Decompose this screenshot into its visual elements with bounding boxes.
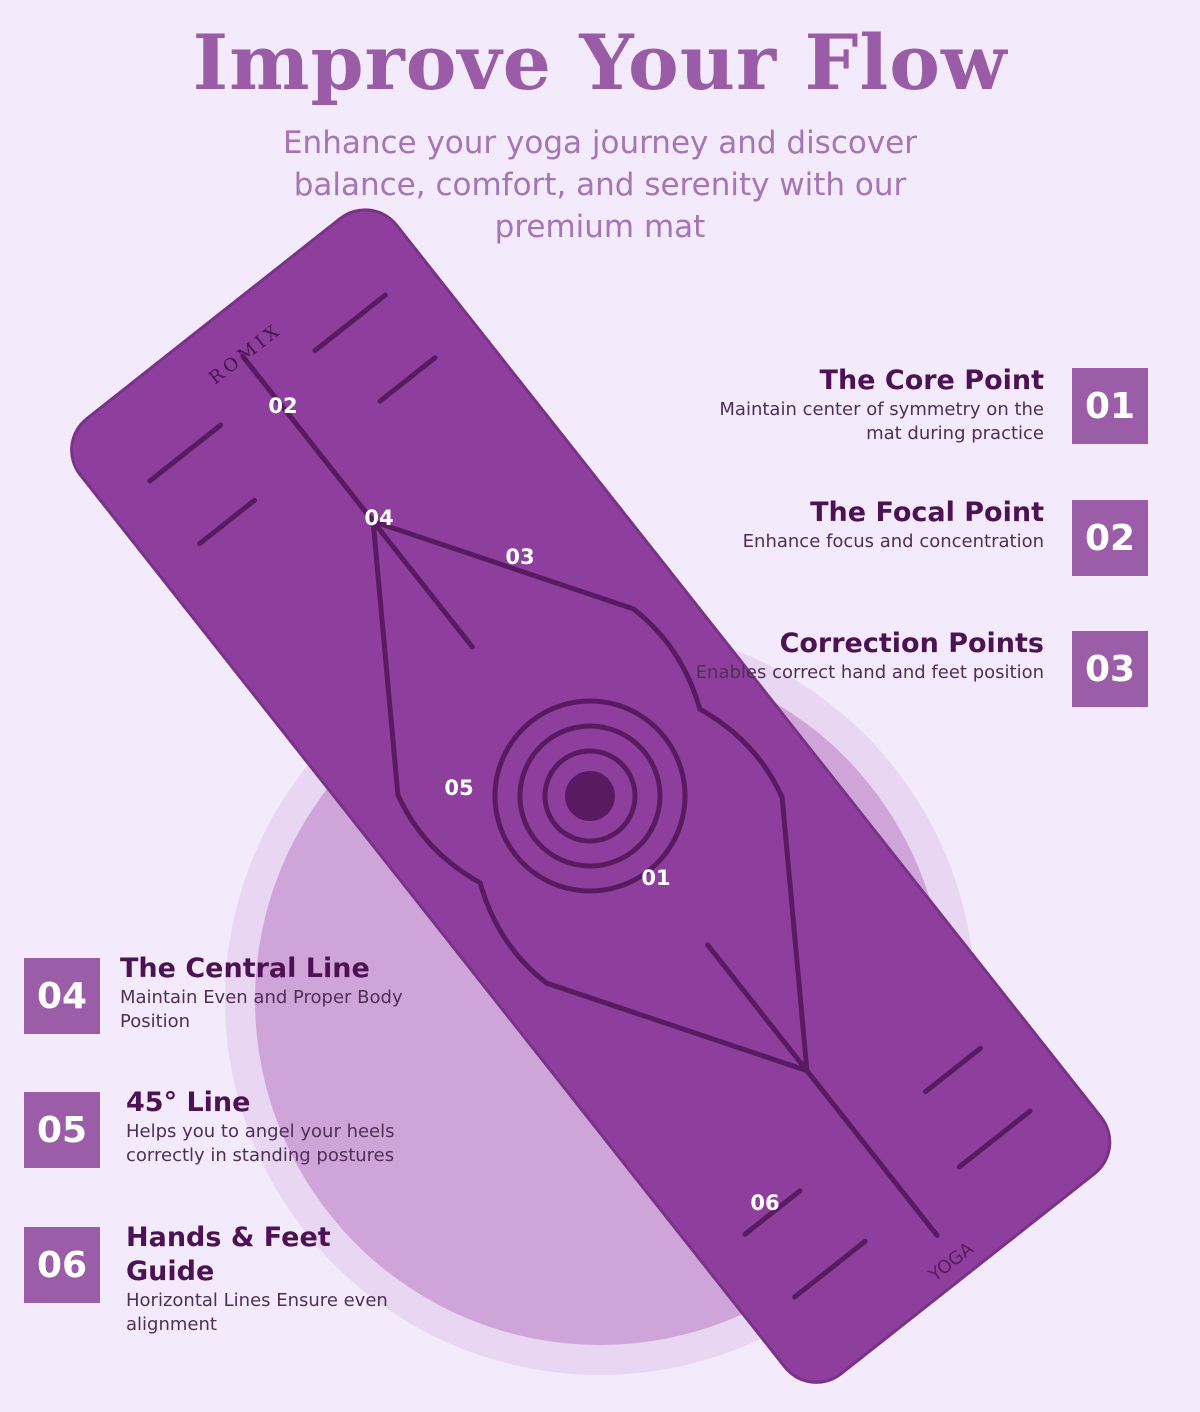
mat-marker: 04 <box>364 506 393 530</box>
feature: 06 Hands & Feet Guide Horizontal Lines Ens… <box>24 1222 584 1335</box>
mat-marker: 03 <box>505 545 534 569</box>
feature-text: The Central Line Maintain Even and Proper… <box>120 952 420 1034</box>
subtitle: Enhance your yoga journey and discover b… <box>282 125 918 245</box>
feature: 03 Correction Points Enables correct hand … <box>590 628 1148 707</box>
feature-number: 06 <box>24 1227 100 1303</box>
feature-description: Enhance focus and concentration <box>742 531 1044 552</box>
feature-text: The Focal Point Enhance focus and concent… <box>684 496 1044 554</box>
feature-title: Correction Points <box>779 628 1044 659</box>
feature-number: 04 <box>24 958 100 1034</box>
mat-markers: 01 02 03 04 05 06 <box>268 394 779 1215</box>
feature-description: Maintain Even and Proper Body Position <box>120 987 403 1032</box>
feature-description: Enables correct hand and feet position <box>695 662 1044 683</box>
feature-text: Hands & Feet Guide Horizontal Lines Ensur… <box>126 1221 426 1337</box>
feature: 01 The Core Point Maintain center of symme… <box>590 365 1148 444</box>
title: Improve Your Flow <box>192 18 1008 107</box>
mat-marker: 02 <box>268 394 297 418</box>
feature: 05 45° Line Helps you to angel your heels … <box>24 1087 584 1168</box>
feature-title: The Core Point <box>819 365 1044 396</box>
feature-description: Maintain center of symmetry on the mat d… <box>719 399 1044 444</box>
feature-title: Hands & Feet Guide <box>126 1222 331 1287</box>
feature-text: 45° Line Helps you to angel your heels co… <box>126 1086 426 1168</box>
mat-marker: 06 <box>750 1191 779 1215</box>
mat-marker: 05 <box>444 776 473 800</box>
feature-number: 02 <box>1072 500 1148 576</box>
feature-description: Horizontal Lines Ensure even alignment <box>126 1290 388 1335</box>
feature-title: The Central Line <box>120 953 370 984</box>
feature-number: 03 <box>1072 631 1148 707</box>
feature-text: Correction Points Enables correct hand an… <box>684 627 1044 685</box>
feature-description: Helps you to angel your heels correctly … <box>126 1121 395 1166</box>
mat <box>70 208 1112 1384</box>
feature-title: The Focal Point <box>810 497 1044 528</box>
mat-lines <box>147 292 1033 1300</box>
core-point <box>565 771 615 821</box>
feature: 02 The Focal Point Enhance focus and conce… <box>590 497 1148 576</box>
feature: 04 The Central Line Maintain Even and Prop… <box>24 953 584 1034</box>
feature-number: 01 <box>1072 368 1148 444</box>
feature-number: 05 <box>24 1092 100 1168</box>
feature-text: The Core Point Maintain center of symmetr… <box>684 364 1044 446</box>
feature-title: 45° Line <box>126 1087 251 1118</box>
mat-marker: 01 <box>641 866 670 890</box>
